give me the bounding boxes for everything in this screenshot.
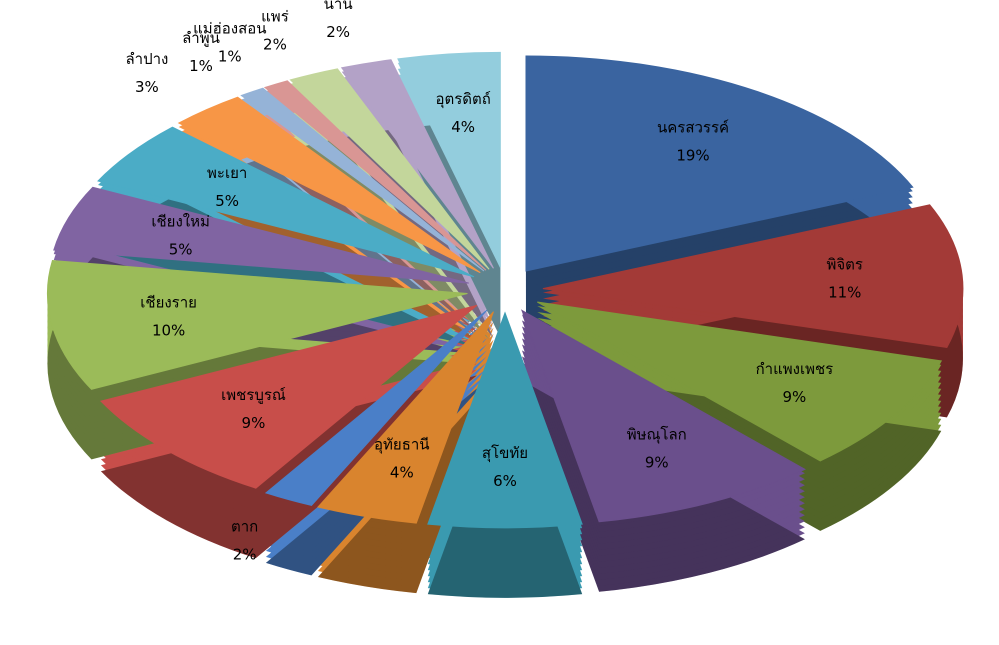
value-label: 1% xyxy=(218,48,242,66)
slice-label: ตาก xyxy=(231,518,258,536)
slice xyxy=(397,51,501,268)
slice-label: พะเยา xyxy=(207,164,247,182)
value-label: 2% xyxy=(233,546,257,564)
slice-label: เชียงใหม่ xyxy=(151,213,210,231)
value-label: 2% xyxy=(326,23,350,41)
slice xyxy=(542,204,964,348)
slice xyxy=(240,87,485,272)
slice xyxy=(46,259,468,390)
slice-label: เชียงราย xyxy=(140,294,197,312)
slice-label: กำแพงเพชร xyxy=(756,360,834,378)
slice-label: นครสวรรค์ xyxy=(657,118,729,136)
value-label: 10% xyxy=(152,322,185,340)
slice xyxy=(521,309,806,523)
slice-label: พิจิตร xyxy=(827,256,863,274)
slice xyxy=(263,80,487,271)
slice xyxy=(264,309,488,506)
slice-label: แพร่ xyxy=(261,7,289,25)
value-label: 6% xyxy=(493,472,517,490)
slice-label: สุโขทัย xyxy=(482,444,528,463)
slice xyxy=(99,304,478,489)
slice xyxy=(537,301,943,462)
value-label: 9% xyxy=(645,453,669,471)
slice xyxy=(53,186,469,284)
slice-label: เพชรบูรณ์ xyxy=(221,386,286,404)
slice xyxy=(317,311,494,524)
value-label: 2% xyxy=(263,35,287,53)
slice xyxy=(177,96,481,274)
slice-label: อุทัยธานี xyxy=(374,436,430,455)
value-label: 5% xyxy=(169,241,193,259)
slice-label: ลำปาง xyxy=(125,50,168,68)
value-label: 11% xyxy=(828,284,861,302)
slice-label: อุตรดิตถ์ xyxy=(435,90,490,109)
value-label: 5% xyxy=(215,192,239,210)
slice xyxy=(525,55,914,272)
slice xyxy=(427,311,583,529)
slice xyxy=(97,126,475,278)
slice-label: น่าน xyxy=(324,0,353,13)
value-label: 3% xyxy=(135,78,159,96)
slice-label: พิษณุโลก xyxy=(627,425,687,444)
slice-tops xyxy=(46,51,964,529)
value-label: 4% xyxy=(451,118,475,136)
value-label: 19% xyxy=(676,146,709,164)
slice xyxy=(289,68,490,270)
value-label: 1% xyxy=(189,57,213,75)
value-label: 9% xyxy=(783,388,807,406)
slice-label: แม่ฮ่องสอน xyxy=(193,20,266,38)
slice xyxy=(340,59,494,269)
slice-label: ลำพูน xyxy=(182,29,220,47)
value-label: 4% xyxy=(390,464,414,482)
value-label: 9% xyxy=(242,414,266,432)
